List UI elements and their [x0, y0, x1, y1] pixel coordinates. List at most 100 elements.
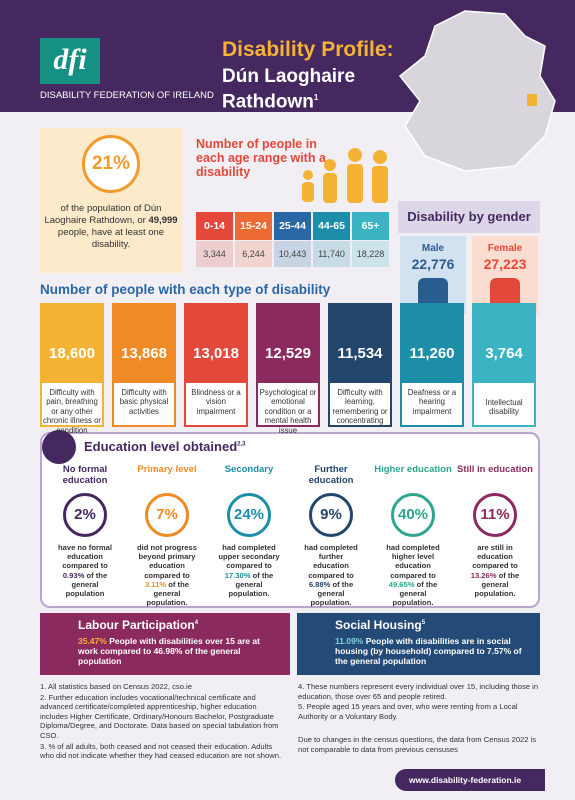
- text: had completed higher level education com…: [386, 543, 440, 580]
- lead: 11.09%: [335, 636, 364, 646]
- text: of the general population.: [474, 570, 520, 599]
- type-value: 13,018: [184, 303, 248, 383]
- education-icon: [42, 430, 76, 464]
- education-heading: No formal education: [62, 464, 108, 486]
- type-value: 11,534: [328, 303, 392, 383]
- headline-percent: 21%: [82, 135, 140, 193]
- count: 49,999: [148, 215, 178, 226]
- title: Education level obtained: [84, 439, 238, 454]
- age-label: 0-14: [196, 212, 233, 240]
- education-text: had completed further education compared…: [300, 543, 362, 607]
- age-title: Number of people in each age range with …: [196, 137, 326, 179]
- text: are still in education compared to: [472, 543, 518, 571]
- organisation: DISABILITY FEDERATION OF IRELAND: [40, 90, 214, 101]
- education-heading: Secondary: [224, 464, 274, 475]
- housing-title: Social Housing5: [335, 618, 532, 632]
- age-value: 3,344: [196, 241, 233, 267]
- text: People with disabilities are in social h…: [335, 636, 522, 666]
- footnotes-right: 4. These numbers represent every individ…: [298, 682, 540, 722]
- highlight: 17.30%: [224, 570, 251, 580]
- education-text: have no formal education compared to 0.9…: [54, 543, 116, 598]
- highlight: 3.11%: [145, 579, 167, 589]
- highlight: 13.26%: [470, 570, 497, 580]
- education-value: 24%: [227, 493, 271, 537]
- age-label: 65+: [352, 212, 389, 240]
- text: people, have at least one disability.: [57, 227, 165, 250]
- text: of the general population.: [228, 570, 274, 599]
- area: Dún Laoghaire Rathdown1: [222, 66, 372, 112]
- type-value: 12,529: [256, 303, 320, 383]
- title: Labour Participation: [78, 618, 195, 632]
- type-label: Deafness or a hearing impairment: [407, 388, 457, 416]
- text: of the general population.: [310, 579, 354, 608]
- headline-text: of the population of Dún Laoghaire Rathd…: [44, 203, 178, 251]
- education-text: did not progress beyond primary educatio…: [136, 543, 198, 607]
- education-heading: Still in education: [456, 464, 533, 475]
- education-value: 40%: [391, 493, 435, 537]
- age-label: 25-44: [274, 212, 311, 240]
- footnote: 5. People aged 15 years and over, who we…: [298, 702, 518, 721]
- housing-text: 11.09% People with disabilities are in s…: [335, 636, 532, 666]
- note: 4: [194, 620, 199, 626]
- education-value: 7%: [145, 493, 189, 537]
- labour-box: Labour Participation4 35.47% People with…: [40, 613, 290, 675]
- education-heading: Primary level: [137, 464, 197, 475]
- type-label: Difficulty with basic physical activitie…: [119, 388, 169, 416]
- age-value: 6,244: [235, 241, 272, 267]
- type-value: 18,600: [40, 303, 104, 383]
- footnote: 4. These numbers represent every individ…: [298, 682, 539, 701]
- education-text: are still in education compared to 13.26…: [464, 543, 526, 598]
- education-value: 11%: [473, 493, 517, 537]
- text: of the general population.: [392, 579, 438, 608]
- types-title: Number of people with each type of disab…: [40, 282, 331, 297]
- title: Social Housing: [335, 618, 422, 632]
- text: of the population of Dún Laoghaire Rathd…: [44, 203, 162, 226]
- note: 5: [421, 620, 426, 626]
- education-text: had completed upper secondary compared t…: [218, 543, 280, 598]
- labour-title: Labour Participation4: [78, 618, 282, 632]
- age-label: 15-24: [235, 212, 272, 240]
- education-value: 9%: [309, 493, 353, 537]
- disclaimer: Due to changes in the census questions, …: [298, 735, 537, 754]
- text: of the general population.: [146, 579, 189, 608]
- age-value: 18,228: [352, 241, 389, 267]
- highlight: 49.65%: [388, 579, 415, 589]
- website[interactable]: www.disability-federation.ie: [395, 769, 545, 791]
- text: had completed upper secondary compared t…: [218, 543, 280, 571]
- text: did not progress beyond primary educatio…: [137, 543, 197, 580]
- gender-title: Disability by gender: [398, 201, 540, 233]
- gender-label: Female: [487, 243, 523, 254]
- age-label: 44-65: [313, 212, 350, 240]
- type-value: 11,260: [400, 303, 464, 383]
- people-icons: [302, 148, 388, 203]
- text: People with disabilities over 15 are at …: [78, 636, 260, 666]
- type-label: Difficulty with pain, breathing or any o…: [42, 388, 102, 435]
- gender-value: 22,776: [411, 256, 455, 272]
- education-text: had completed higher level education com…: [382, 543, 444, 607]
- type-label: Intellectual disability: [485, 398, 523, 417]
- text: have no formal education compared to: [57, 543, 112, 571]
- type-value: 13,868: [112, 303, 176, 383]
- area-name: Dún Laoghaire Rathdown: [222, 66, 356, 113]
- age-value: 11,740: [313, 241, 350, 267]
- education-value: 2%: [63, 493, 107, 537]
- footnote: 2. Further education includes vocational…: [40, 692, 279, 740]
- education-heading: Higher education: [374, 464, 452, 475]
- education-heading: Further education: [308, 464, 354, 486]
- type-label: Psychological or emotional condition or …: [259, 388, 317, 435]
- text: of the general population: [65, 570, 108, 599]
- gender-label: Male: [421, 243, 445, 254]
- footnote: 3. % of all adults, both ceased and not …: [40, 741, 282, 761]
- education-title: Education level obtained2,3: [84, 439, 245, 454]
- highlight: 0.93%: [62, 570, 85, 580]
- housing-box: Social Housing5 11.09% People with disab…: [297, 613, 540, 675]
- text: had completed further education compared…: [304, 543, 358, 580]
- title: Disability Profile:: [222, 38, 394, 61]
- labour-text: 35.47% People with disabilities over 15 …: [78, 636, 282, 666]
- type-value: 3,764: [472, 303, 536, 383]
- gender-value: 27,223: [483, 256, 527, 272]
- lead: 35.47%: [78, 636, 107, 646]
- note: 2,3: [237, 441, 246, 448]
- education-panel: [40, 432, 540, 608]
- footnotes-left: 1. All statistics based on Census 2022, …: [40, 682, 285, 762]
